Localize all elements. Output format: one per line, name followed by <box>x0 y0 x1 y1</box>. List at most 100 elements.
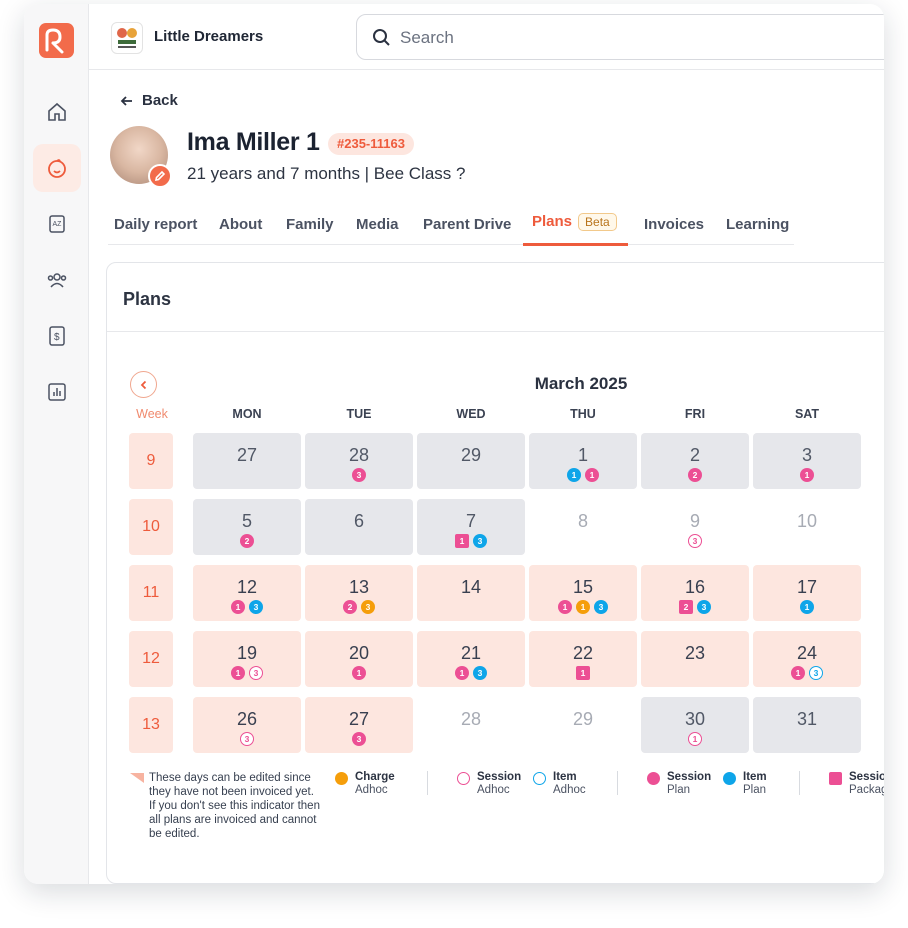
calendar-day[interactable]: 6 <box>305 499 413 555</box>
plan-count-badge: 1 <box>576 600 590 614</box>
day-number: 6 <box>353 511 364 531</box>
search-icon <box>373 29 390 46</box>
tab-invoices[interactable]: Invoices <box>644 216 705 233</box>
tab-family[interactable]: Family <box>286 216 334 233</box>
child-id-badge: #235-11163 <box>328 133 414 155</box>
calendar-day[interactable]: 29 <box>417 433 525 489</box>
calendar-day[interactable]: 31 <box>753 697 861 753</box>
calendar-day[interactable]: 27 3 <box>305 697 413 753</box>
plans-card: Plans March 2025 Week MON TUE WED THU FRI SAT… <box>106 262 884 884</box>
search-bar[interactable]: Search <box>356 14 884 60</box>
calendar-day[interactable]: 20 1 <box>305 631 413 687</box>
calendar-day[interactable]: 22 1 <box>529 631 637 687</box>
tab-plans[interactable]: Plans Beta <box>532 213 617 231</box>
legend-divider <box>617 771 618 795</box>
legend-title: Session <box>667 771 712 783</box>
calendar-day[interactable]: 14 <box>417 565 525 621</box>
plan-count-badge: 3 <box>688 534 702 548</box>
calendar-day[interactable]: 29 <box>529 697 637 753</box>
app-window: AZ $ Little Dreamers Search Back Ima Mil… <box>24 4 884 884</box>
calendar-day[interactable]: 26 3 <box>193 697 301 753</box>
tab-daily-report[interactable]: Daily report <box>114 216 198 233</box>
day-number: 14 <box>460 577 482 597</box>
legend-subtitle: Adhoc <box>477 784 510 796</box>
calendar-day[interactable]: 28 3 <box>305 433 413 489</box>
prev-month-button[interactable] <box>130 371 157 398</box>
day-number: 7 <box>465 511 476 531</box>
legend-subtitle: Adhoc <box>553 784 586 796</box>
calendar-day[interactable]: 17 1 <box>753 565 861 621</box>
day-number: 16 <box>684 577 706 597</box>
plan-count-badge: 1 <box>231 600 245 614</box>
learning-nav[interactable]: AZ <box>33 200 81 248</box>
calendar-day[interactable]: 27 <box>193 433 301 489</box>
tab-about[interactable]: About <box>219 216 263 233</box>
day-header-fri: FRI <box>684 407 706 421</box>
calendar-day[interactable]: 28 <box>417 697 525 753</box>
plan-count-badge: 1 <box>231 666 245 680</box>
billing-nav[interactable]: $ <box>33 312 81 360</box>
legend-swatch-icon <box>829 772 842 785</box>
plan-count-badge: 2 <box>240 534 254 548</box>
day-number: 13 <box>348 577 370 597</box>
svg-text:AZ: AZ <box>53 221 63 228</box>
tab-plans-label: Plans <box>532 213 573 230</box>
plans-card-header: Plans <box>107 263 884 332</box>
legend-subtitle: Plan <box>667 784 691 796</box>
tab-media[interactable]: Media <box>356 216 399 233</box>
home-icon <box>48 102 66 121</box>
calendar-day[interactable]: 24 1 3 <box>753 631 861 687</box>
plan-count-badge: 3 <box>361 600 375 614</box>
tab-parent-drive[interactable]: Parent Drive <box>423 216 512 233</box>
legend-item: Item Adhoc <box>533 771 586 796</box>
chevron-left-icon <box>140 380 146 389</box>
plan-count-badge: 3 <box>809 666 823 680</box>
plan-count-badge: 3 <box>594 600 608 614</box>
calendar-day[interactable]: 12 1 3 <box>193 565 301 621</box>
plan-count-badge: 2 <box>688 468 702 482</box>
calendar-day[interactable]: 30 1 <box>641 697 749 753</box>
sidebar: AZ $ <box>24 4 89 884</box>
calendar-day[interactable]: 10 <box>753 499 861 555</box>
bar-chart-icon <box>48 383 66 401</box>
legend-subtitle: Plan <box>743 784 767 796</box>
calendar-day[interactable]: 13 2 3 <box>305 565 413 621</box>
day-number: 8 <box>577 511 588 531</box>
legend-swatch-icon <box>533 772 546 785</box>
calendar-day[interactable]: 16 2 3 <box>641 565 749 621</box>
plan-indicators: 3 <box>305 732 413 746</box>
calendar-day[interactable]: 21 1 3 <box>417 631 525 687</box>
calendar-day[interactable]: 8 <box>529 499 637 555</box>
tab-learning[interactable]: Learning <box>726 216 790 233</box>
back-button[interactable]: Back <box>120 92 178 109</box>
edit-avatar-button[interactable] <box>148 164 172 188</box>
people-nav[interactable] <box>33 256 81 304</box>
legend-title: Item <box>743 771 767 783</box>
home-nav[interactable] <box>33 88 81 136</box>
legend-divider <box>427 771 428 795</box>
day-number: 28 <box>460 709 482 729</box>
calendar-day[interactable]: 15 1 1 3 <box>529 565 637 621</box>
plan-indicators: 3 <box>193 732 301 746</box>
calendar-day[interactable]: 23 <box>641 631 749 687</box>
app-logo[interactable] <box>39 23 74 58</box>
child-nav[interactable] <box>33 144 81 192</box>
search-input[interactable]: Search <box>400 28 454 47</box>
day-number: 22 <box>572 643 594 663</box>
plan-count-badge: 1 <box>791 666 805 680</box>
day-header-thu: THU <box>570 407 596 421</box>
child-name: Ima Miller 1 <box>187 128 320 156</box>
calendar-day[interactable]: 19 1 3 <box>193 631 301 687</box>
reports-nav[interactable] <box>33 368 81 416</box>
